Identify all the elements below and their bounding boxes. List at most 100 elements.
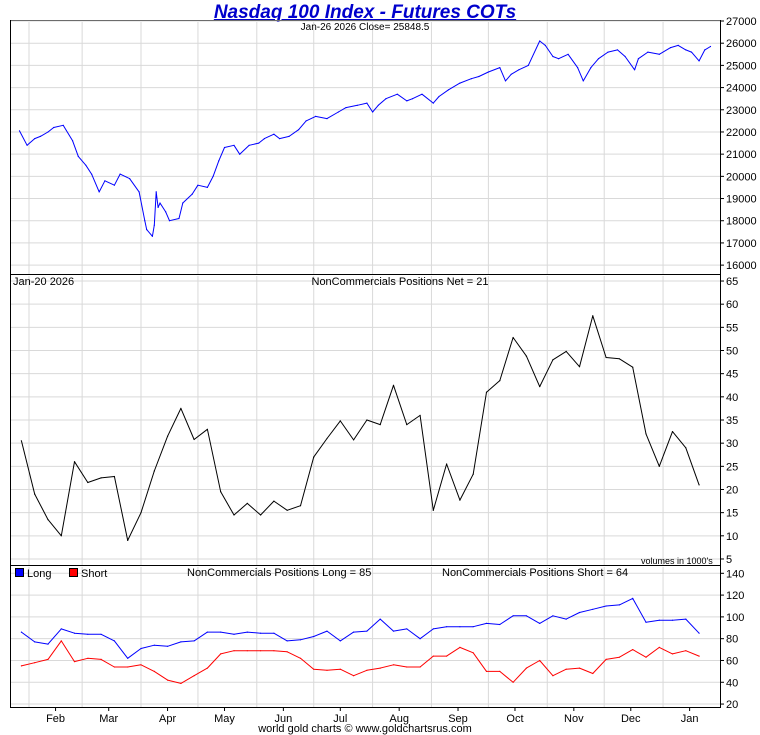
price-series-line-point	[558, 58, 560, 60]
price-series-line-point	[544, 44, 546, 47]
longshort-series-long-point	[472, 626, 474, 628]
price-series-line-point	[504, 80, 507, 82]
net-series-line-point	[578, 366, 581, 368]
longshort-ytick-label: 140	[726, 568, 744, 580]
longshort-series-long-point	[446, 626, 448, 628]
longshort-series-short-point	[512, 681, 514, 683]
price-series-line-point	[582, 80, 584, 82]
net-ytick-label: 60	[726, 299, 738, 311]
longshort-series-short-point	[392, 664, 395, 666]
price-series-line-point	[263, 138, 265, 140]
price-series-line-point	[624, 55, 626, 58]
longshort-series-short-point	[406, 666, 408, 668]
price-series-line-point	[377, 104, 379, 106]
price-series-line-point	[337, 111, 339, 113]
longshort-series-long-point	[698, 632, 700, 634]
price-ytick-label: 22000	[726, 127, 757, 139]
price-series-line-point	[129, 178, 131, 180]
price-series-line-point	[470, 78, 472, 80]
longshort-series-short-point	[313, 668, 315, 670]
net-panel-date: Jan-20 2026	[13, 276, 75, 288]
longshort-series-short-point	[698, 655, 700, 657]
price-series-line-point	[510, 73, 512, 75]
price-series-line-point	[85, 164, 87, 166]
net-series-line-point	[246, 502, 248, 504]
chart-title: Nasdaq 100 Index - Futures COTs	[213, 2, 517, 23]
net-series-line-point	[658, 465, 660, 467]
longshort-series-long-point	[578, 611, 581, 614]
longshort-series-short-point	[127, 666, 129, 668]
net-series-line-point	[260, 514, 262, 516]
longshort-series-long-point	[485, 622, 488, 625]
net-ytick-label: 35	[726, 415, 738, 427]
longshort-series-long-point	[286, 640, 288, 642]
longshort-series-long-point	[618, 604, 621, 606]
price-series-line-point	[690, 51, 693, 53]
longshort-series-short-point	[180, 682, 182, 685]
longshort-series-short-point	[472, 652, 474, 654]
x-tick-label: Nov	[564, 713, 584, 725]
price-series-line-point	[157, 206, 159, 208]
longshort-series-long-point	[273, 632, 275, 634]
net-series-line-point	[153, 470, 155, 472]
net-series-line-point	[419, 414, 421, 416]
longshort-series-short-point	[578, 667, 581, 669]
longshort-series-short-point	[459, 646, 461, 649]
net-series-line-point	[552, 359, 554, 361]
price-series-line-point	[552, 55, 554, 58]
longshort-series-long-point	[73, 632, 76, 634]
net-series-line-point	[73, 461, 76, 463]
price-series-line-point	[18, 130, 21, 132]
longshort-series-long-point	[260, 632, 262, 634]
price-series-line-point	[527, 64, 529, 66]
net-series-line-point	[698, 484, 700, 486]
volume-note: volumes in 1000's	[641, 556, 713, 566]
longshort-series-short-point	[671, 653, 674, 655]
price-series-line-point	[567, 53, 569, 55]
longshort-series-long-point	[127, 657, 129, 659]
longshort-series-short	[21, 640, 700, 684]
x-tick-label: Sep	[448, 713, 468, 725]
longshort-series-short-point	[339, 668, 341, 670]
net-series-line-point	[127, 539, 129, 542]
legend-short-label: Short	[81, 568, 108, 580]
longshort-series-long-point	[645, 621, 647, 623]
price-series-line-point	[39, 135, 42, 137]
price-series-line-point	[356, 104, 358, 106]
price-series-line-point	[406, 100, 408, 102]
price-ytick-label: 20000	[726, 171, 757, 183]
longshort-series-long-point	[47, 643, 49, 645]
net-series-line-point	[565, 350, 567, 352]
longshort-series-short-point	[432, 655, 434, 657]
longshort-series-short-point	[286, 651, 288, 653]
longshort-series-long-point	[392, 630, 395, 632]
longshort-series-short-point	[645, 656, 647, 658]
net-series-line-point	[379, 424, 381, 426]
price-series-line-point	[438, 95, 440, 98]
net-series-line-point	[167, 435, 169, 437]
longshort-series-short-point	[299, 657, 302, 659]
price-series-line-point	[119, 173, 121, 175]
net-series-line-point	[299, 505, 302, 507]
longshort-series-long-point	[246, 631, 248, 633]
longshort-series-long-point	[658, 619, 660, 621]
longshort-series-short-point	[100, 658, 102, 661]
price-series-line-point	[487, 71, 489, 73]
longshort-series-short-point	[60, 640, 62, 642]
net-ytick-label: 65	[726, 276, 738, 288]
price-series-line-point	[634, 69, 636, 71]
longshort-series-long-point	[299, 639, 302, 641]
price-series-line-point	[447, 89, 450, 91]
net-series-line-point	[353, 439, 355, 441]
net-series-line-point	[273, 500, 275, 502]
price-series-line-point	[178, 217, 180, 220]
longshort-series-long-point	[552, 615, 554, 617]
longshort-series-long-point	[140, 647, 142, 650]
longshort-series-short-point	[167, 679, 169, 681]
longshort-series-long-point	[339, 640, 341, 642]
longshort-ytick-label: 60	[726, 655, 738, 667]
net-series-line-point	[206, 428, 208, 430]
price-ytick-label: 19000	[726, 194, 757, 206]
net-series-line-point	[392, 384, 395, 386]
